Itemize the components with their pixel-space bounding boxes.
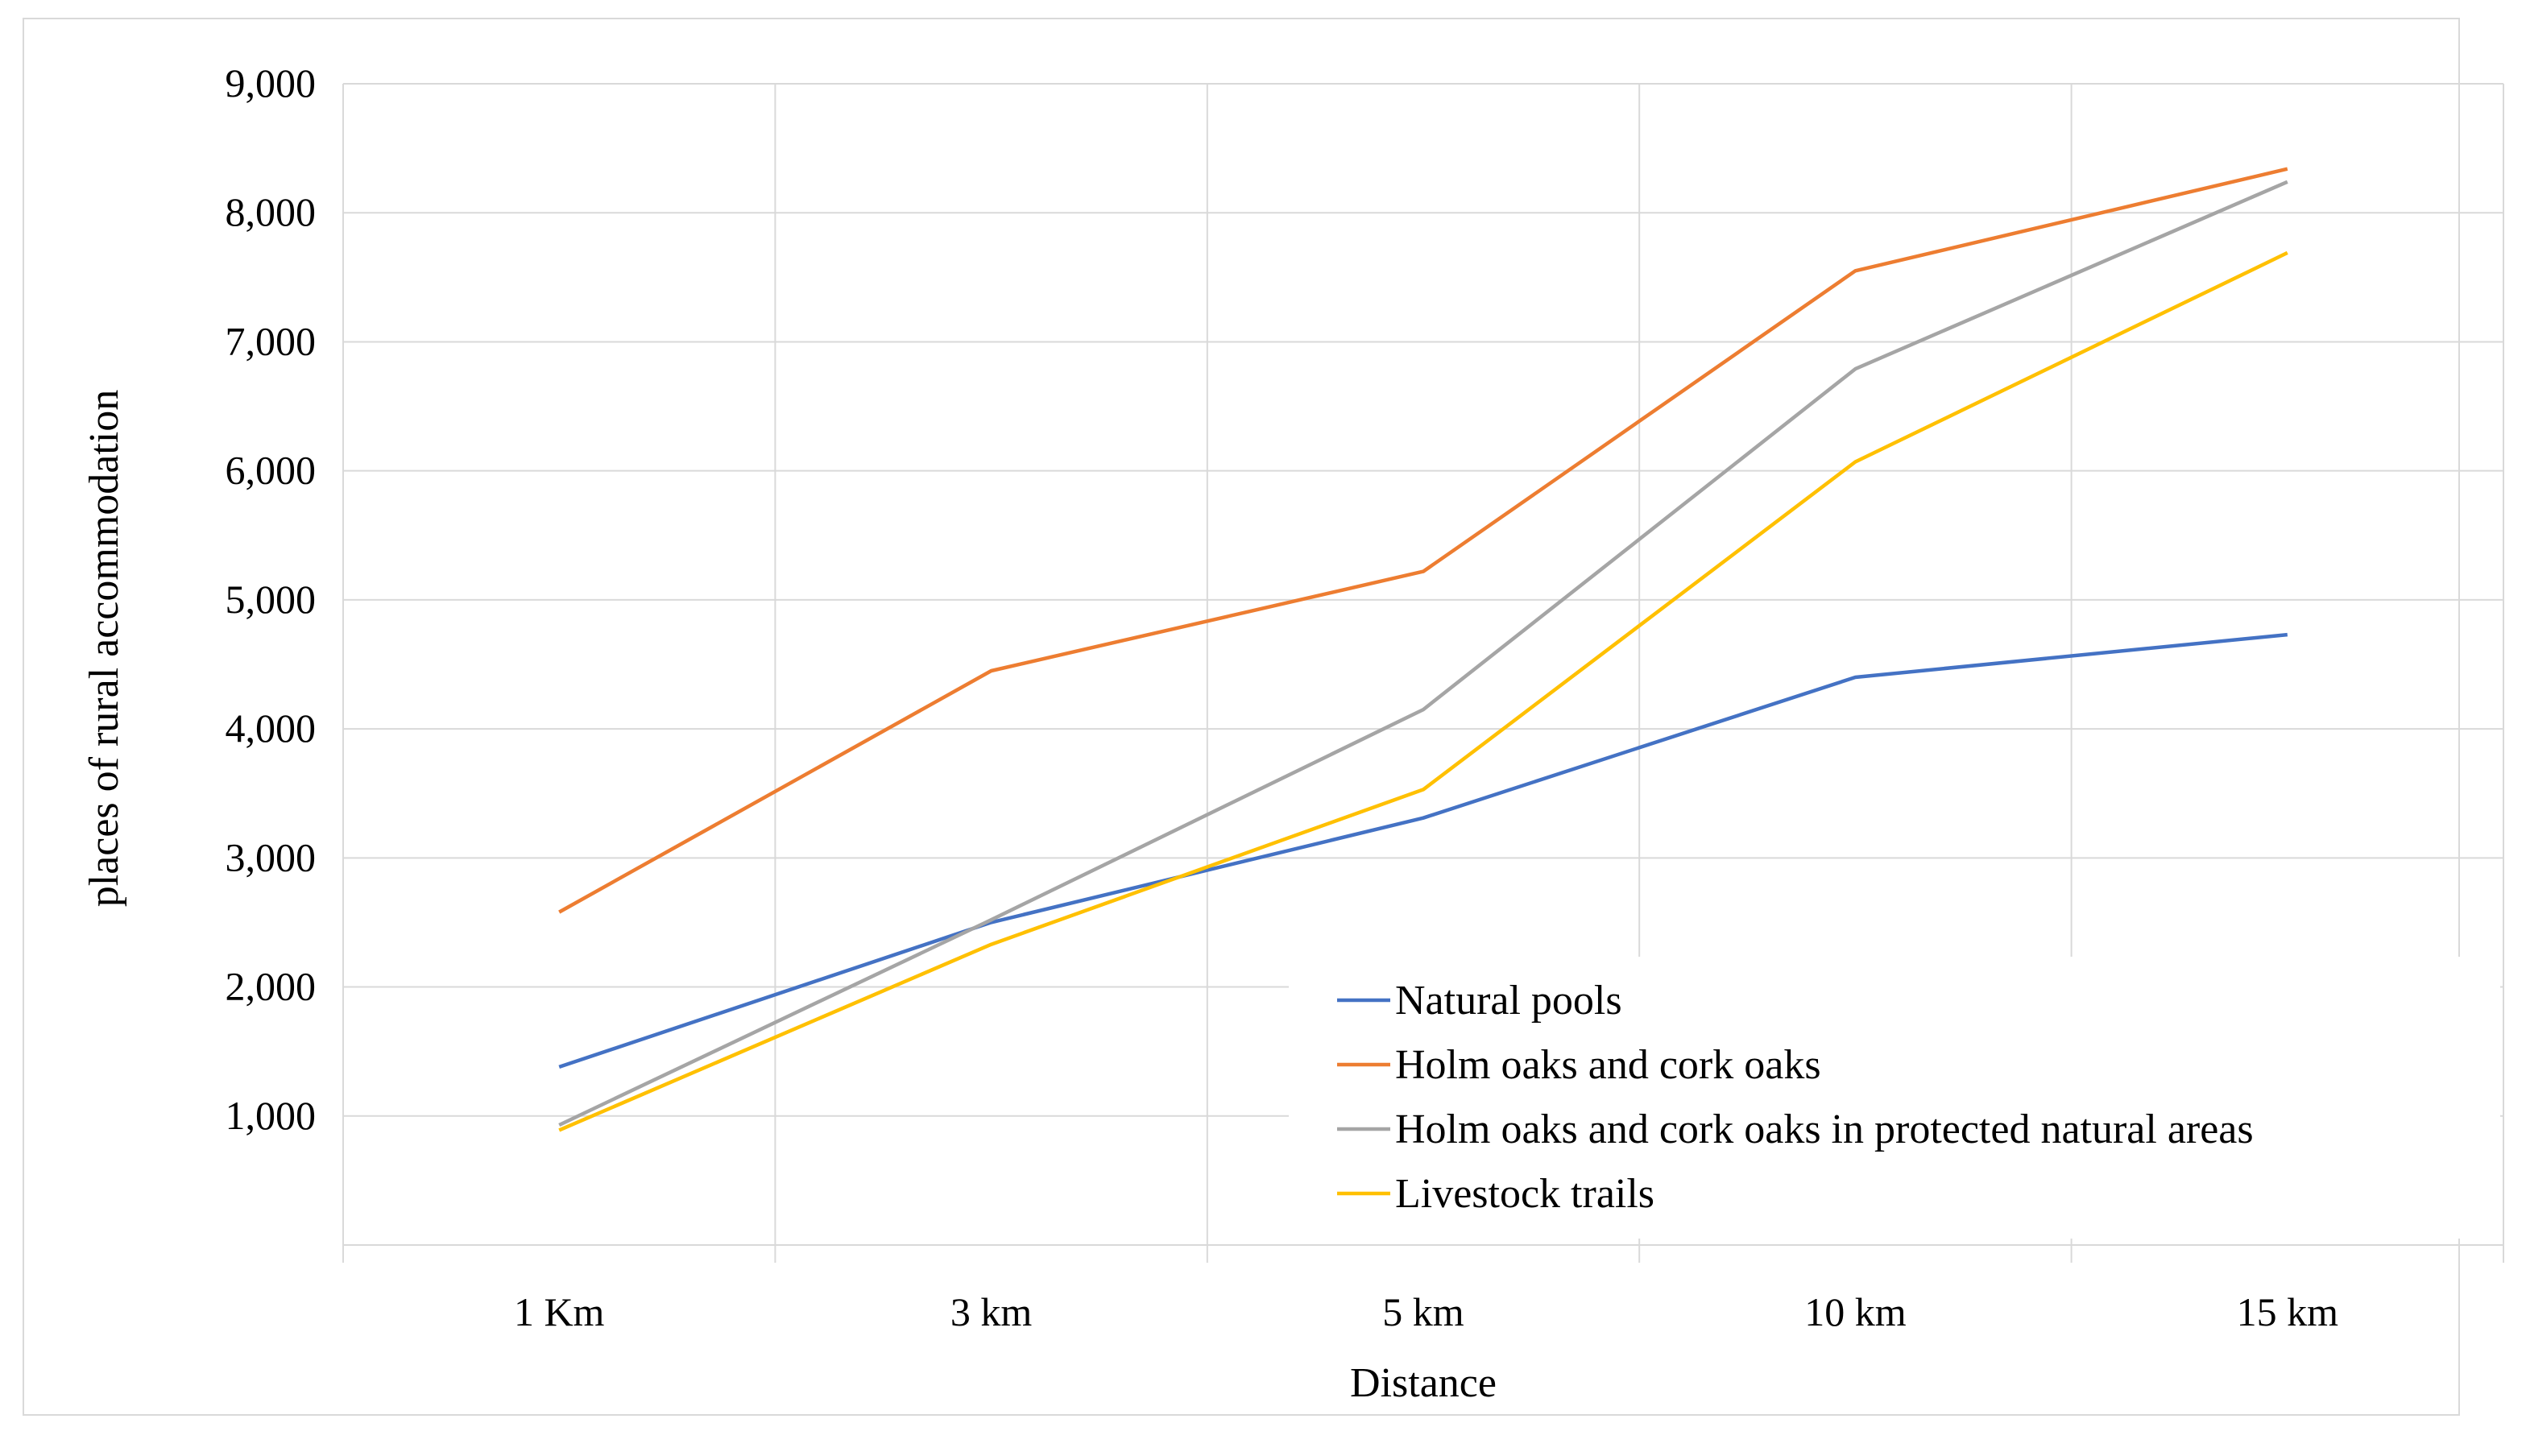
y-tick-label: 4,000 — [226, 705, 317, 751]
legend-background — [1289, 957, 2500, 1239]
legend-label: Holm oaks and cork oaks — [1395, 1042, 1821, 1088]
series-line — [558, 250, 2288, 1132]
series-line — [558, 632, 2288, 1069]
y-tick-label: 8,000 — [226, 189, 317, 234]
gridlines — [342, 83, 2504, 1263]
legend-label: Natural pools — [1395, 978, 1622, 1024]
y-tick-label: 9,000 — [226, 60, 317, 105]
x-tick-labels: 1 Km 3 km 5 km 10 km 15 km — [514, 1289, 2338, 1334]
series-line — [558, 167, 2288, 914]
y-tick-label: 1,000 — [226, 1093, 317, 1138]
y-tick-label: 3,000 — [226, 834, 317, 879]
y-tick-label: 2,000 — [226, 964, 317, 1009]
series-lines — [558, 167, 2288, 1132]
series-line — [558, 180, 2288, 1127]
x-tick-label: 5 km — [1382, 1289, 1464, 1334]
y-tick-label: 5,000 — [226, 577, 317, 622]
y-tick-labels: 1,000 2,000 3,000 4,000 5,000 6,000 7,000 8,000… — [226, 60, 317, 1138]
y-tick-label: 6,000 — [226, 448, 317, 493]
legend-label: Holm oaks and cork oaks in protected nat… — [1395, 1106, 2254, 1152]
x-tick-label: 10 km — [1804, 1289, 1907, 1334]
x-tick-label: 1 Km — [514, 1289, 605, 1334]
legend: Natural pools Holm oaks and cork oaks Holm… — [1337, 978, 2254, 1217]
x-tick-label: 3 km — [950, 1289, 1033, 1334]
x-tick-label: 15 km — [2237, 1289, 2339, 1334]
x-axis-title: Distance — [1350, 1360, 1497, 1406]
y-tick-label: 7,000 — [226, 318, 317, 363]
legend-label: Livestock trails — [1395, 1171, 1654, 1217]
y-axis-title: places of rural accommodation — [81, 390, 127, 908]
